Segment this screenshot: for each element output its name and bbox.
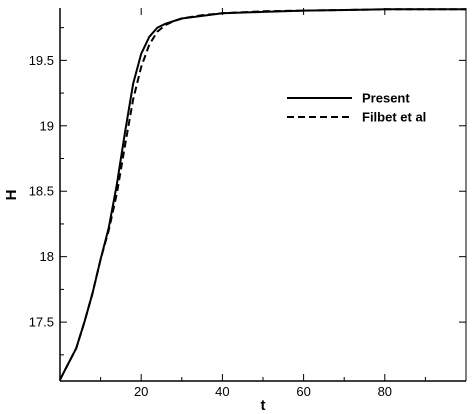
legend-label: Present [362, 91, 410, 106]
x-tick-label: 80 [378, 384, 392, 399]
series-line-filbet [59, 8, 466, 381]
x-tick-label: 40 [215, 384, 229, 399]
y-tick-label: 18 [40, 249, 54, 264]
x-tick-label: 20 [134, 384, 148, 399]
x-axis-title: t [261, 397, 266, 414]
y-axis-title: H [3, 190, 20, 201]
y-tick-label: 19 [40, 118, 54, 133]
series-line-present [59, 8, 466, 381]
x-tick-label: 60 [296, 384, 310, 399]
y-tick-label: 18.5 [29, 184, 54, 199]
legend-label: Filbet et al [362, 110, 426, 125]
y-tick-label: 19.5 [29, 53, 54, 68]
y-tick-label: 17.5 [29, 315, 54, 330]
